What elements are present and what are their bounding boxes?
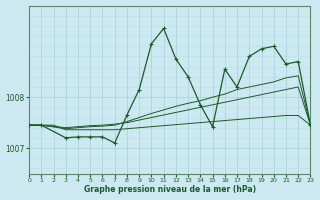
X-axis label: Graphe pression niveau de la mer (hPa): Graphe pression niveau de la mer (hPa) bbox=[84, 185, 256, 194]
